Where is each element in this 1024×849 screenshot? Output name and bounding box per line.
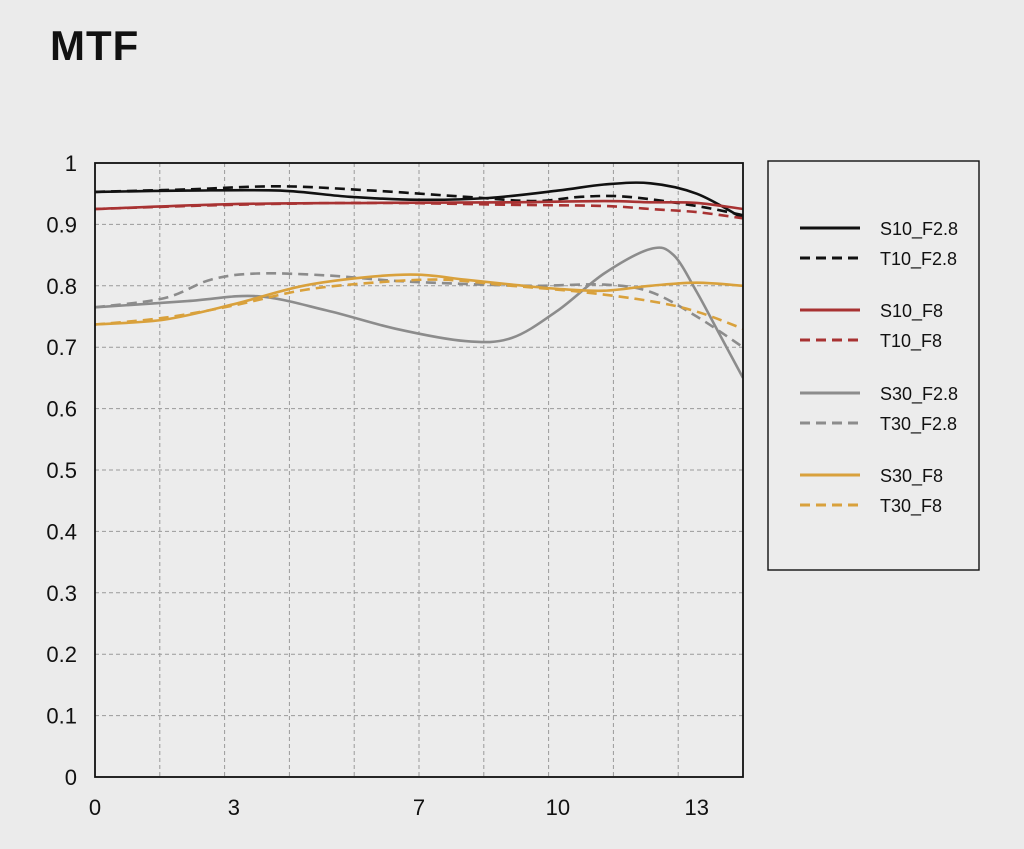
- y-tick-label: 0: [65, 765, 77, 790]
- y-tick-label: 0.1: [46, 704, 77, 729]
- legend-label: S10_F8: [880, 301, 943, 322]
- y-tick-label: 0.8: [46, 274, 77, 299]
- series-line-s10-f8: [95, 199, 743, 211]
- legend-label: T10_F2.8: [880, 249, 957, 270]
- legend-label: T10_F8: [880, 331, 942, 352]
- x-tick-label: 7: [413, 795, 425, 820]
- series-line-t30-f2-8: [95, 272, 743, 349]
- series-line-t10-f8: [95, 201, 743, 220]
- legend-label: S30_F8: [880, 466, 943, 487]
- y-tick-label: 0.7: [46, 335, 77, 360]
- y-tick-label: 0.6: [46, 397, 77, 422]
- legend-label: T30_F2.8: [880, 414, 957, 435]
- series-line-t30-f8: [95, 278, 743, 331]
- y-tick-label: 0.3: [46, 581, 77, 606]
- y-tick-label: 0.5: [46, 458, 77, 483]
- y-tick-label: 0.9: [46, 212, 77, 237]
- y-tick-label: 0.4: [46, 519, 77, 544]
- x-tick-label: 0: [89, 795, 101, 820]
- y-tick-label: 0.2: [46, 642, 77, 667]
- plot-frame: [94, 162, 744, 778]
- chart-title: MTF: [50, 22, 140, 69]
- legend-label: T30_F8: [880, 496, 942, 517]
- y-tick-label: 1: [65, 151, 77, 176]
- x-tick-label: 10: [546, 795, 570, 820]
- x-tick-label: 13: [684, 795, 708, 820]
- legend-label: S30_F2.8: [880, 384, 958, 405]
- x-tick-label: 3: [228, 795, 240, 820]
- series-line-s10-f2-8: [95, 181, 743, 220]
- legend-label: S10_F2.8: [880, 219, 958, 240]
